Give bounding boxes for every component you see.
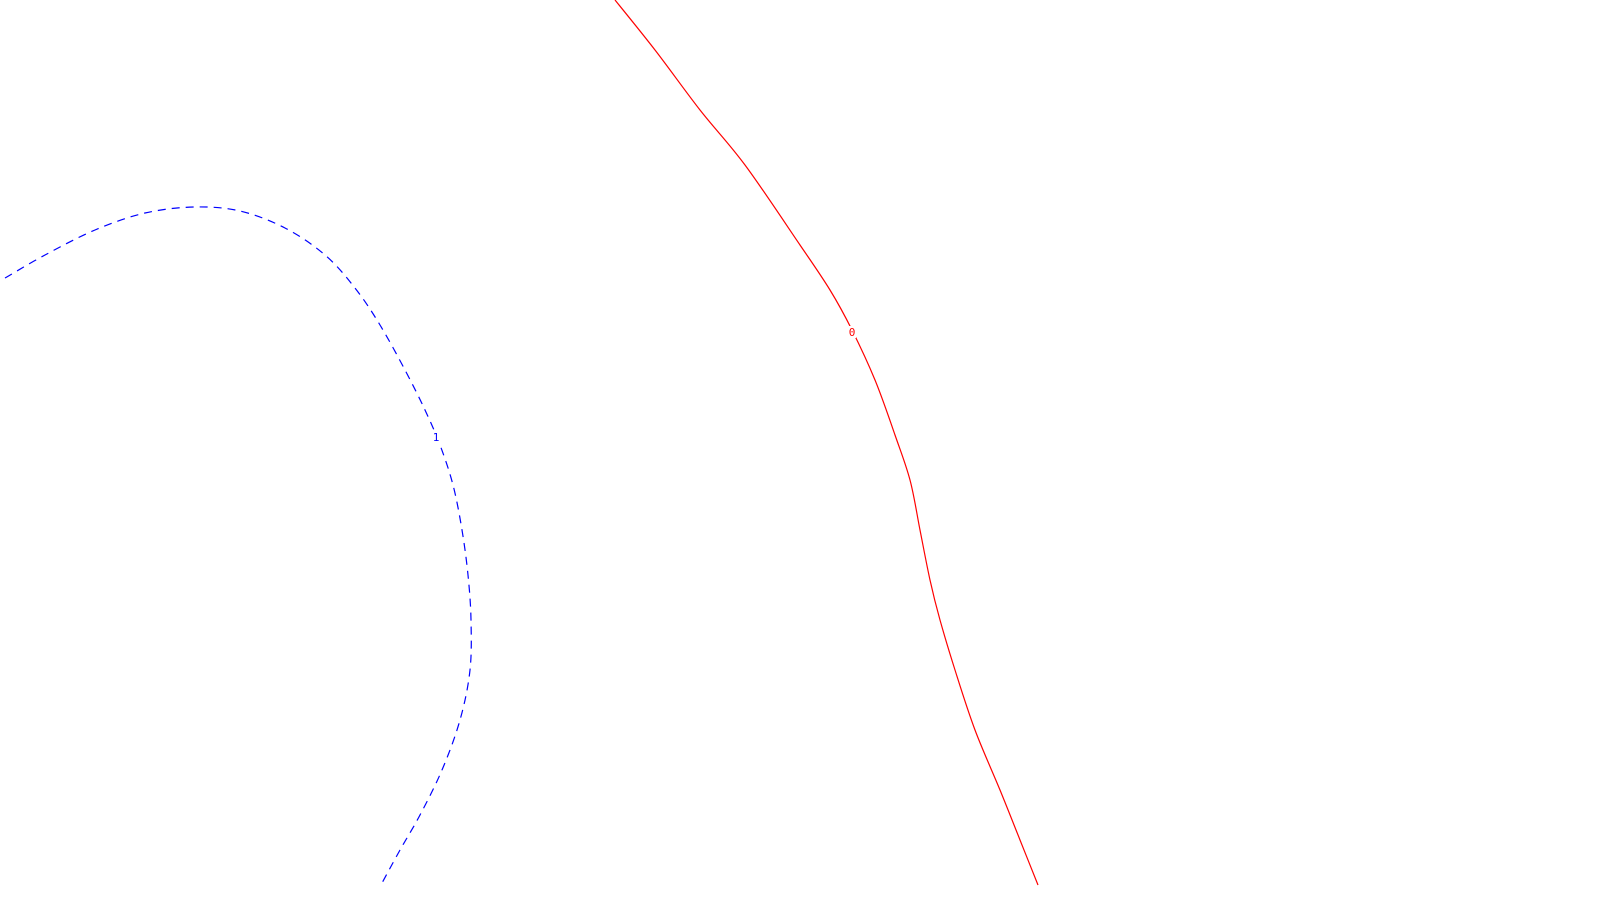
contour-label-bg-0 bbox=[848, 326, 856, 338]
contour-label-bg-1 bbox=[432, 431, 440, 443]
contour-lines bbox=[4, 0, 1039, 886]
contour-line-0 bbox=[614, 0, 1039, 886]
contour-label-1: 1 bbox=[433, 431, 440, 444]
contour-line-1 bbox=[4, 206, 472, 884]
contour-labels: 01 bbox=[432, 326, 856, 444]
contour-label-0: 0 bbox=[849, 326, 856, 339]
